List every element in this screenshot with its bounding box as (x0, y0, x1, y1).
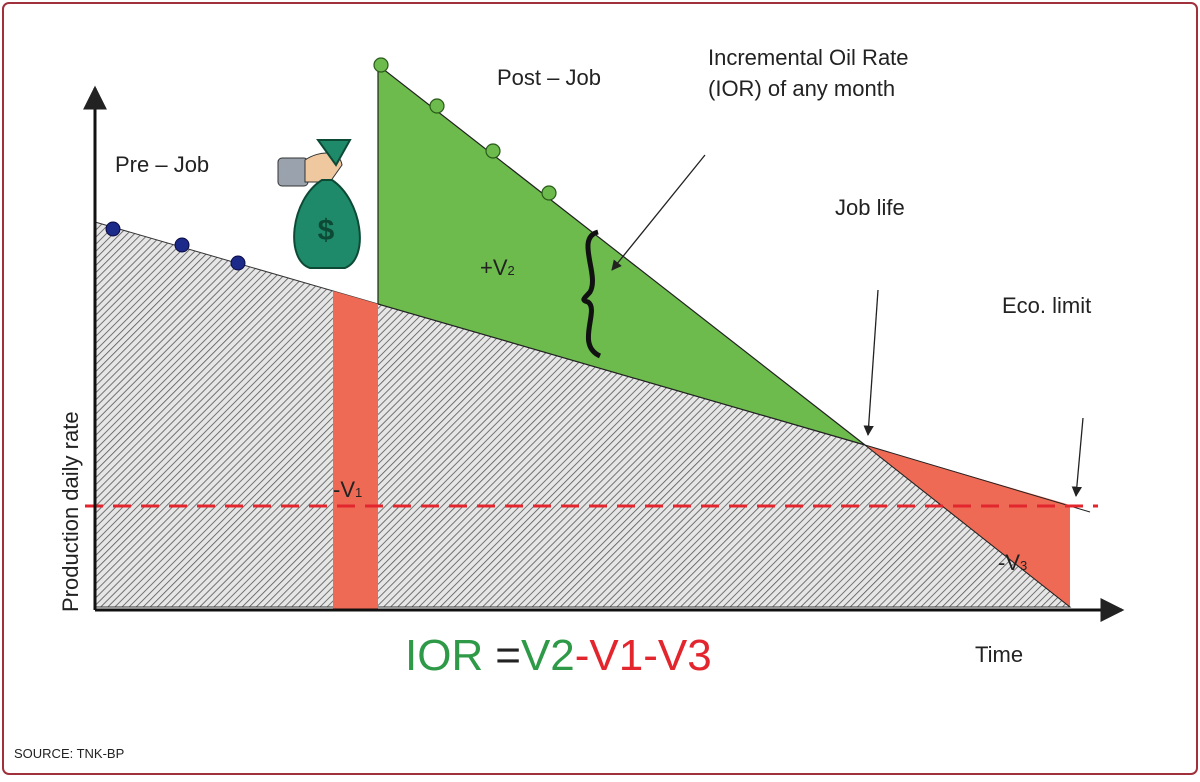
formula-lhs: IOR (405, 631, 483, 680)
label: Job life (835, 195, 905, 220)
post-decline-line (864, 444, 1071, 608)
svg-text:$: $ (318, 214, 335, 247)
arrow (1071, 417, 1084, 498)
x-axis-label: Time (975, 642, 1023, 667)
label: Incremental Oil Rate (708, 45, 909, 70)
y-axis-label: Production daily rate (58, 411, 83, 612)
label: -V1 (333, 477, 362, 502)
formula-eq: = (495, 631, 521, 680)
label: (IOR) of any month (708, 76, 895, 101)
money-bag-icon: $ (277, 139, 361, 269)
formula: IOR =V2-V1-V3 (405, 631, 712, 680)
incremental-area (377, 63, 866, 446)
label-sub: 1 (355, 485, 362, 500)
label-main: -V (998, 550, 1020, 575)
decline-line (864, 444, 1091, 513)
label-sub: 3 (1020, 558, 1027, 573)
pre-job-points (105, 221, 246, 271)
label-main: +V (480, 255, 508, 280)
arrow (863, 289, 879, 437)
label: Eco. limit (1002, 293, 1091, 318)
label: +V2 (480, 255, 515, 280)
label: -V3 (998, 550, 1027, 575)
post-job-points (373, 57, 557, 201)
source: SOURCE: TNK-BP (14, 746, 124, 761)
arrow (611, 154, 706, 271)
label: Post – Job (497, 65, 601, 90)
label: Pre – Job (115, 152, 209, 177)
formula-minus: -V1-V3 (575, 631, 712, 680)
label-sub: 2 (508, 263, 515, 278)
v1-area (333, 291, 378, 610)
label-main: -V (333, 477, 355, 502)
brace (581, 229, 602, 359)
formula-plus: V2 (521, 631, 575, 680)
